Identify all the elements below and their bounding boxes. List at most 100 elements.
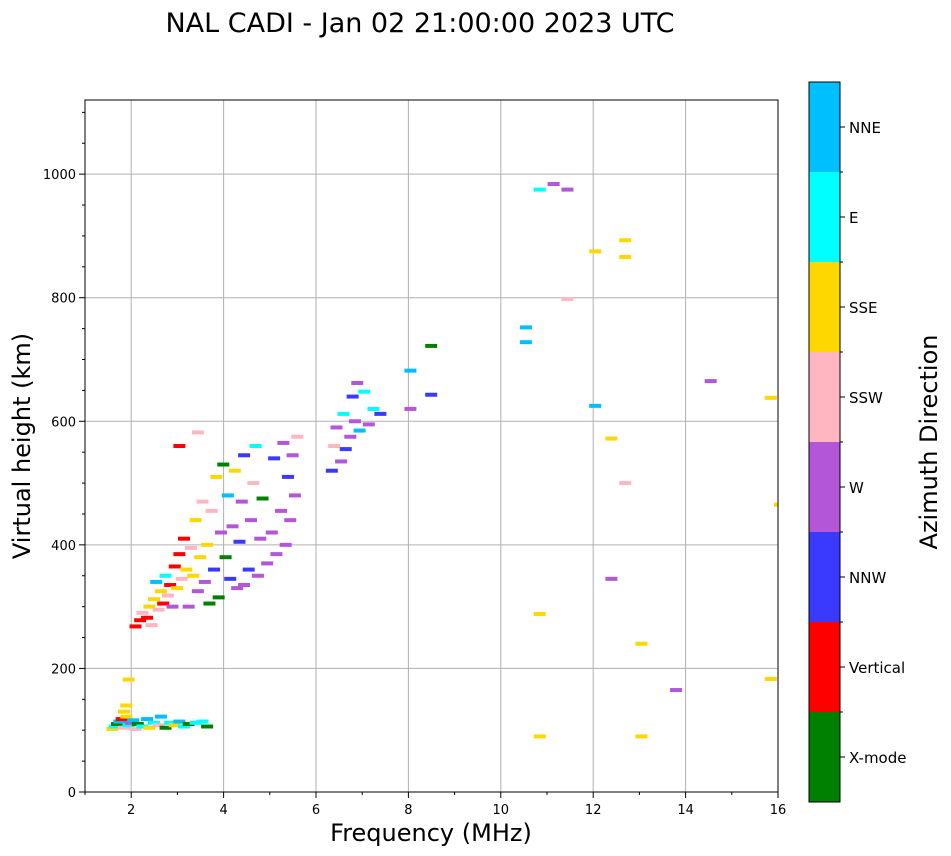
data-point [159,725,172,730]
data-point [221,493,234,498]
data-point [164,720,177,725]
data-point [182,604,195,609]
data-point [404,406,417,411]
data-point [164,583,177,588]
data-point [533,612,546,617]
y-tick-label: 1000 [43,168,76,183]
data-point [337,411,350,416]
data-points [106,182,778,739]
data-point [127,718,140,723]
data-point [233,539,246,544]
y-axis: 0 200 400 600 800 1000 [43,111,85,801]
data-point [328,444,341,448]
azimuth-colorbar: X-mode Vertical NNW W SSW SSE E NNE [808,81,906,803]
x-tick-label: 10 [493,803,510,818]
data-point [143,604,156,609]
data-point [194,555,207,560]
data-point [561,187,574,192]
data-point [141,717,154,722]
data-point [196,719,209,724]
data-point [106,726,119,731]
y-tick-label: 0 [68,786,76,801]
data-point [147,720,160,725]
data-point [242,567,255,572]
data-point [143,725,156,730]
data-point [286,453,299,458]
data-point [277,440,290,445]
data-point [325,468,338,473]
data-point [154,589,167,594]
colorbar-tick-label: NNW [849,569,886,587]
data-point [251,573,264,578]
colorbar-tick-label: Vertical [849,659,905,677]
data-point [764,395,777,400]
data-point [187,573,200,578]
data-point [238,453,251,458]
data-point [171,586,184,591]
data-point [115,717,128,722]
data-point [367,406,380,411]
data-point [425,343,438,348]
data-point [201,542,214,547]
data-point [168,564,181,569]
data-point [134,618,147,623]
grid-lines [85,100,779,793]
data-point [346,394,359,399]
data-point [173,444,186,448]
data-point [120,714,133,719]
data-point [561,296,574,301]
data-point [704,379,717,384]
data-point [150,579,163,584]
data-point [159,573,172,578]
data-point [173,719,186,724]
colorbar-segment [809,352,840,442]
data-point [154,714,167,719]
colorbar-tick-label: W [849,479,864,497]
data-point [774,502,778,507]
colorbar-segment [809,172,840,262]
data-point [196,499,209,504]
y-axis-label: Virtual height (km) [8,333,36,559]
data-point [203,601,216,606]
data-point [180,567,193,572]
data-point [141,615,154,620]
data-point [425,392,438,397]
colorbar-segment [809,712,840,802]
data-point [279,542,292,547]
data-point [275,508,288,513]
data-point [122,723,135,728]
data-point [288,493,301,498]
y-tick-label: 800 [51,292,76,307]
y-tick-label: 400 [51,539,76,554]
data-point [619,254,632,259]
data-point [235,499,248,504]
data-point [635,734,648,739]
data-point [362,422,375,427]
data-point [166,604,179,609]
data-point [519,325,532,330]
data-point [152,607,165,612]
data-point [205,508,218,513]
data-point [136,724,149,729]
x-tick-label: 6 [312,803,320,818]
data-point [339,447,352,452]
data-point [245,518,258,523]
data-point [157,601,170,606]
colorbar-tick-label: E [849,209,858,227]
data-point [284,518,297,523]
x-tick-label: 2 [127,803,135,818]
data-point [533,734,546,739]
colorbar-tick-label: X-mode [849,749,906,767]
data-point [189,720,202,725]
data-point [168,723,181,728]
data-point [547,182,560,187]
colorbar-tick-label: SSE [849,299,878,317]
data-point [189,518,202,523]
colorbar-frame [808,81,841,803]
data-point [113,719,126,724]
data-point [117,709,130,714]
data-point [131,722,144,727]
data-point [226,524,239,529]
data-point [161,593,174,598]
data-point [111,722,124,727]
